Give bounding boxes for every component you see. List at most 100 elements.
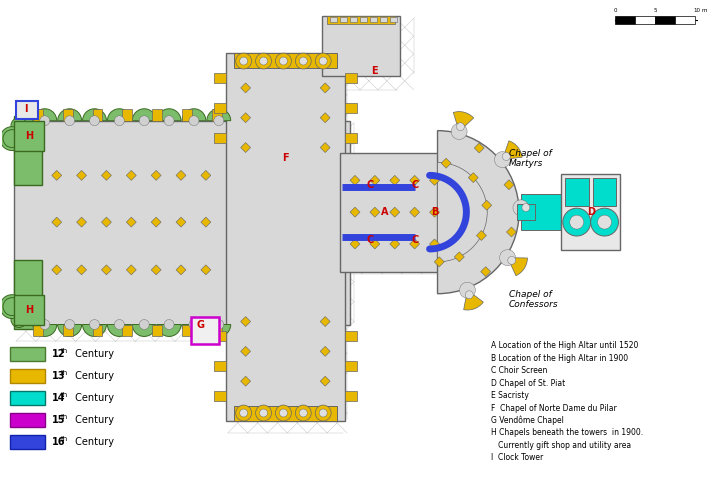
Circle shape <box>315 53 331 69</box>
Text: 5: 5 <box>653 8 657 13</box>
Polygon shape <box>320 347 330 356</box>
Bar <box>14 260 42 330</box>
Text: C Choir Screen: C Choir Screen <box>491 366 547 375</box>
Circle shape <box>508 256 515 264</box>
Polygon shape <box>474 143 484 153</box>
Polygon shape <box>430 175 439 185</box>
Circle shape <box>240 409 248 417</box>
Bar <box>14 116 42 185</box>
Bar <box>92 324 102 336</box>
Bar <box>182 109 192 120</box>
Bar <box>345 103 357 113</box>
Bar <box>191 317 219 345</box>
Text: D Chapel of St. Piat: D Chapel of St. Piat <box>491 379 565 388</box>
Circle shape <box>451 123 467 139</box>
Circle shape <box>256 405 271 421</box>
Polygon shape <box>176 265 186 275</box>
Text: th: th <box>61 348 68 354</box>
Circle shape <box>164 116 174 126</box>
Polygon shape <box>52 171 62 180</box>
Bar <box>10 369 45 383</box>
Bar <box>62 324 72 336</box>
Wedge shape <box>107 324 131 336</box>
Wedge shape <box>182 324 206 336</box>
Polygon shape <box>102 171 111 180</box>
Text: I  Clock Tower: I Clock Tower <box>491 453 543 462</box>
Circle shape <box>280 409 288 417</box>
Bar <box>350 17 357 22</box>
Polygon shape <box>504 180 514 190</box>
Wedge shape <box>207 324 231 336</box>
Bar <box>10 435 45 449</box>
Polygon shape <box>430 239 439 249</box>
Text: C: C <box>366 235 373 245</box>
Circle shape <box>598 215 611 229</box>
Circle shape <box>502 152 510 161</box>
Polygon shape <box>201 265 211 275</box>
Text: 12: 12 <box>52 349 65 360</box>
Text: Century: Century <box>72 437 114 447</box>
Circle shape <box>40 320 50 330</box>
Bar <box>593 178 616 206</box>
Polygon shape <box>441 158 451 168</box>
Bar <box>152 324 162 336</box>
Polygon shape <box>126 217 136 227</box>
Text: th: th <box>61 392 68 398</box>
Bar <box>340 17 347 22</box>
Wedge shape <box>132 109 156 120</box>
Polygon shape <box>241 376 251 386</box>
Bar <box>370 17 377 22</box>
Text: D: D <box>586 207 595 217</box>
Text: Chapel of
Confessors: Chapel of Confessors <box>509 290 559 309</box>
Bar <box>152 109 162 120</box>
Wedge shape <box>207 109 231 120</box>
Polygon shape <box>77 171 87 180</box>
Circle shape <box>236 53 251 69</box>
Polygon shape <box>370 175 380 185</box>
Bar <box>212 109 222 120</box>
Bar <box>182 324 192 336</box>
Circle shape <box>89 320 99 330</box>
Text: E: E <box>371 66 378 76</box>
Text: Century: Century <box>72 349 114 360</box>
Bar <box>327 16 395 24</box>
Bar <box>635 16 655 24</box>
Circle shape <box>3 298 21 316</box>
Polygon shape <box>201 217 211 227</box>
Polygon shape <box>102 217 111 227</box>
Bar <box>345 391 357 401</box>
Bar <box>390 17 397 22</box>
Polygon shape <box>320 376 330 386</box>
Circle shape <box>139 320 149 330</box>
Circle shape <box>214 320 224 330</box>
Circle shape <box>11 311 27 327</box>
Bar <box>517 204 535 220</box>
Bar <box>330 17 337 22</box>
Bar <box>345 332 357 341</box>
Polygon shape <box>241 347 251 356</box>
Polygon shape <box>350 175 360 185</box>
Polygon shape <box>469 173 479 183</box>
Wedge shape <box>521 196 541 217</box>
Circle shape <box>236 405 251 421</box>
Polygon shape <box>350 239 360 249</box>
Bar <box>234 406 337 421</box>
Bar <box>122 324 132 336</box>
Text: G Vendôme Chapel: G Vendôme Chapel <box>491 416 564 426</box>
Bar <box>345 362 357 371</box>
Polygon shape <box>506 227 516 237</box>
Bar <box>14 120 355 324</box>
Circle shape <box>260 409 268 417</box>
Bar <box>655 16 675 24</box>
Polygon shape <box>370 239 380 249</box>
Wedge shape <box>157 324 181 336</box>
Bar <box>345 73 357 83</box>
Circle shape <box>320 57 327 65</box>
Wedge shape <box>132 324 156 336</box>
Wedge shape <box>508 258 528 276</box>
Text: H: H <box>25 131 33 141</box>
Bar <box>14 120 350 324</box>
Text: C: C <box>411 235 418 245</box>
Polygon shape <box>390 239 400 249</box>
Polygon shape <box>102 265 111 275</box>
